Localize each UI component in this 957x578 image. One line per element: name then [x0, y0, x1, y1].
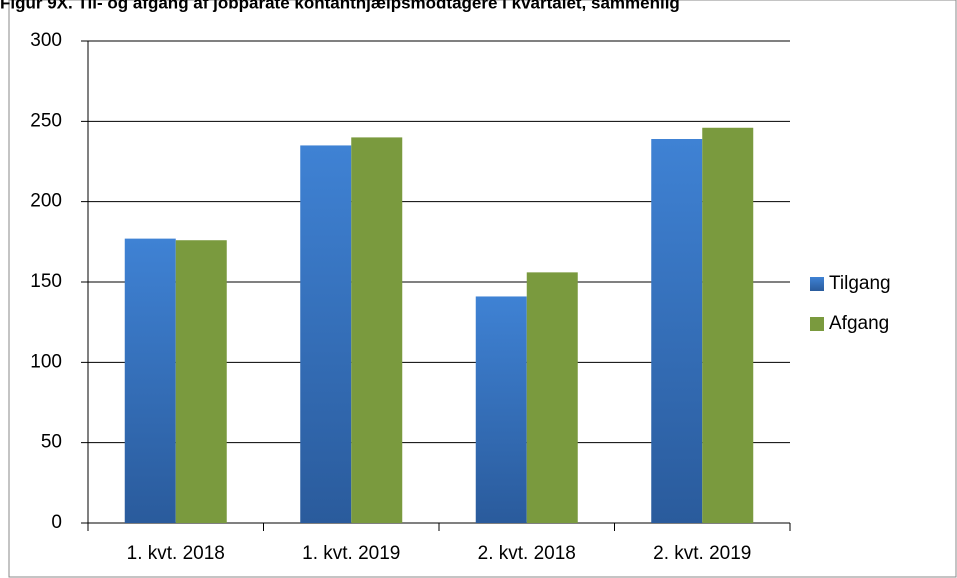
- legend-label: Afgang: [829, 313, 889, 334]
- bar: [124, 238, 176, 523]
- y-tick-label: 50: [41, 432, 62, 453]
- y-tick-label: 0: [51, 512, 62, 533]
- legend-label: Tilgang: [829, 273, 891, 294]
- legend-swatch: [810, 277, 824, 291]
- y-tick-label: 300: [30, 30, 62, 51]
- bar: [651, 139, 703, 524]
- y-tick-label: 200: [30, 191, 62, 212]
- bar: [526, 272, 578, 523]
- x-tick-label: 1. kvt. 2019: [302, 543, 400, 564]
- x-tick-label: 1. kvt. 2018: [127, 543, 225, 564]
- y-tick-label: 100: [30, 351, 62, 372]
- bar: [300, 145, 352, 523]
- x-tick-label: 2. kvt. 2018: [478, 543, 576, 564]
- x-tick-label: 2. kvt. 2019: [653, 543, 751, 564]
- y-tick-label: 150: [30, 271, 62, 292]
- chart-title: Figur 9X. Til- og afgang af jobparate ko…: [0, 0, 680, 12]
- bar: [475, 296, 527, 523]
- y-tick-label: 250: [30, 110, 62, 131]
- bar: [351, 137, 403, 523]
- legend-swatch: [810, 317, 824, 331]
- chart-border: [8, 0, 957, 578]
- bar: [175, 240, 227, 523]
- bar: [702, 127, 754, 523]
